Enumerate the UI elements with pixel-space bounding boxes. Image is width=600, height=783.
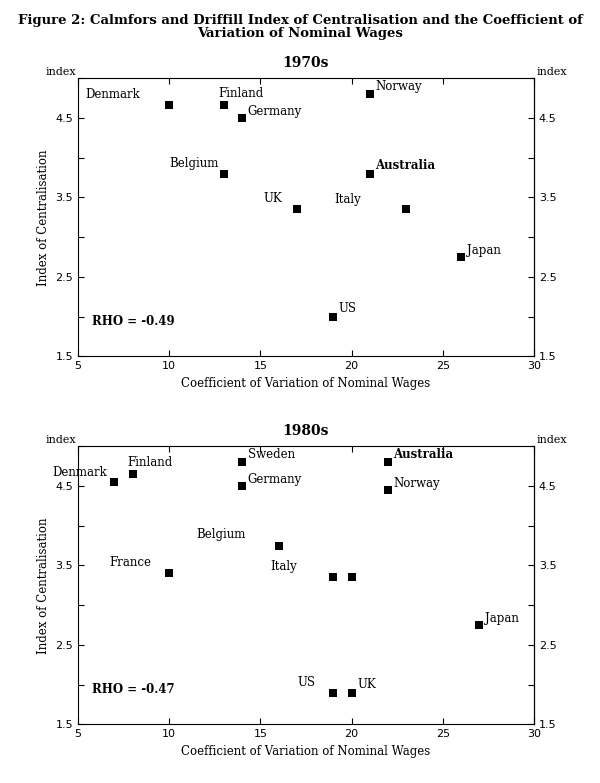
Text: Italy: Italy: [334, 193, 361, 206]
X-axis label: Coefficient of Variation of Nominal Wages: Coefficient of Variation of Nominal Wage…: [181, 745, 431, 758]
Text: Denmark: Denmark: [52, 466, 107, 479]
Text: US: US: [339, 302, 357, 315]
Text: Norway: Norway: [376, 80, 422, 92]
Text: Italy: Italy: [270, 560, 297, 572]
Text: Denmark: Denmark: [85, 88, 140, 101]
Text: index: index: [45, 435, 76, 445]
Y-axis label: Index of Centralisation: Index of Centralisation: [37, 517, 50, 654]
Text: Finland: Finland: [218, 87, 263, 99]
Text: RHO = -0.47: RHO = -0.47: [92, 684, 175, 697]
Text: Figure 2: Calmfors and Driffill Index of Centralisation and the Coefficient of: Figure 2: Calmfors and Driffill Index of…: [17, 14, 583, 27]
Text: Germany: Germany: [248, 105, 302, 118]
Text: Norway: Norway: [394, 477, 440, 490]
Text: Japan: Japan: [485, 612, 518, 625]
Y-axis label: Index of Centralisation: Index of Centralisation: [37, 149, 50, 286]
Title: 1980s: 1980s: [283, 424, 329, 438]
Text: Finland: Finland: [127, 456, 172, 469]
Text: RHO = -0.49: RHO = -0.49: [92, 316, 175, 328]
Text: index: index: [536, 67, 567, 77]
Text: Australia: Australia: [376, 159, 436, 172]
Text: US: US: [297, 677, 315, 689]
Text: UK: UK: [357, 678, 376, 691]
Text: UK: UK: [263, 192, 282, 204]
Text: Germany: Germany: [248, 473, 302, 486]
Text: Belgium: Belgium: [169, 157, 218, 170]
Text: index: index: [45, 67, 76, 77]
Text: Variation of Nominal Wages: Variation of Nominal Wages: [197, 27, 403, 41]
Text: index: index: [536, 435, 567, 445]
Text: France: France: [109, 556, 151, 568]
Text: Belgium: Belgium: [196, 528, 246, 541]
Title: 1970s: 1970s: [283, 56, 329, 70]
Text: Japan: Japan: [467, 244, 500, 257]
Text: Australia: Australia: [394, 448, 454, 460]
Text: Sweden: Sweden: [248, 448, 295, 460]
X-axis label: Coefficient of Variation of Nominal Wages: Coefficient of Variation of Nominal Wage…: [181, 377, 431, 390]
